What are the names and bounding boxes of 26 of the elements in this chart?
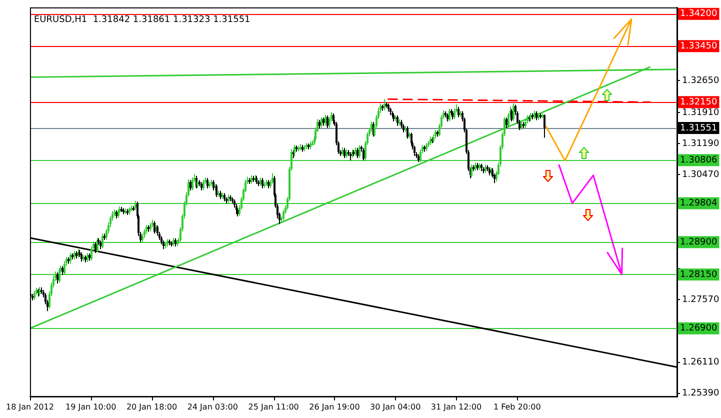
y-tick-label: 1.30470 bbox=[682, 170, 720, 180]
y-tick-label: 1.31910 bbox=[682, 108, 720, 118]
y-tick-label: 1.31190 bbox=[682, 138, 720, 149]
ref-line-label: 1.31551 bbox=[680, 123, 718, 134]
x-tick-label: 30 Jan 04:00 bbox=[370, 402, 421, 412]
x-tick-label: 25 Jan 11:00 bbox=[248, 402, 299, 412]
y-tick-label: 1.32650 bbox=[682, 76, 720, 86]
ref-line-label: 1.26900 bbox=[680, 324, 718, 334]
ref-line-label: 1.29804 bbox=[680, 198, 718, 209]
ref-line-label: 1.32150 bbox=[680, 98, 718, 108]
text: EURUSD,H1 1.31842 1.31861 1.31323 1.31551 bbox=[34, 15, 250, 25]
ref-line-label: 1.28900 bbox=[680, 238, 718, 248]
x-tick-label: 26 Jan 19:00 bbox=[309, 402, 360, 412]
y-tick-label: 1.25390 bbox=[682, 388, 720, 399]
ref-line-label: 1.34200 bbox=[680, 9, 718, 20]
y-tick-label: 1.26110 bbox=[682, 358, 720, 368]
x-tick-label: 1 Feb 20:00 bbox=[493, 402, 541, 412]
ref-line-label: 1.30806 bbox=[680, 155, 718, 166]
ref-line-label: 1.33450 bbox=[680, 42, 718, 52]
x-tick-label: 18 Jan 2012 bbox=[6, 402, 54, 412]
x-tick-label: 24 Jan 03:00 bbox=[187, 402, 238, 412]
y-tick-label: 1.27570 bbox=[682, 294, 720, 305]
x-tick-label: 31 Jan 12:00 bbox=[430, 402, 482, 412]
ref-line-label: 1.28150 bbox=[680, 270, 718, 280]
x-tick-label: 20 Jan 18:00 bbox=[126, 402, 178, 412]
x-tick-label: 19 Jan 10:00 bbox=[66, 402, 116, 412]
